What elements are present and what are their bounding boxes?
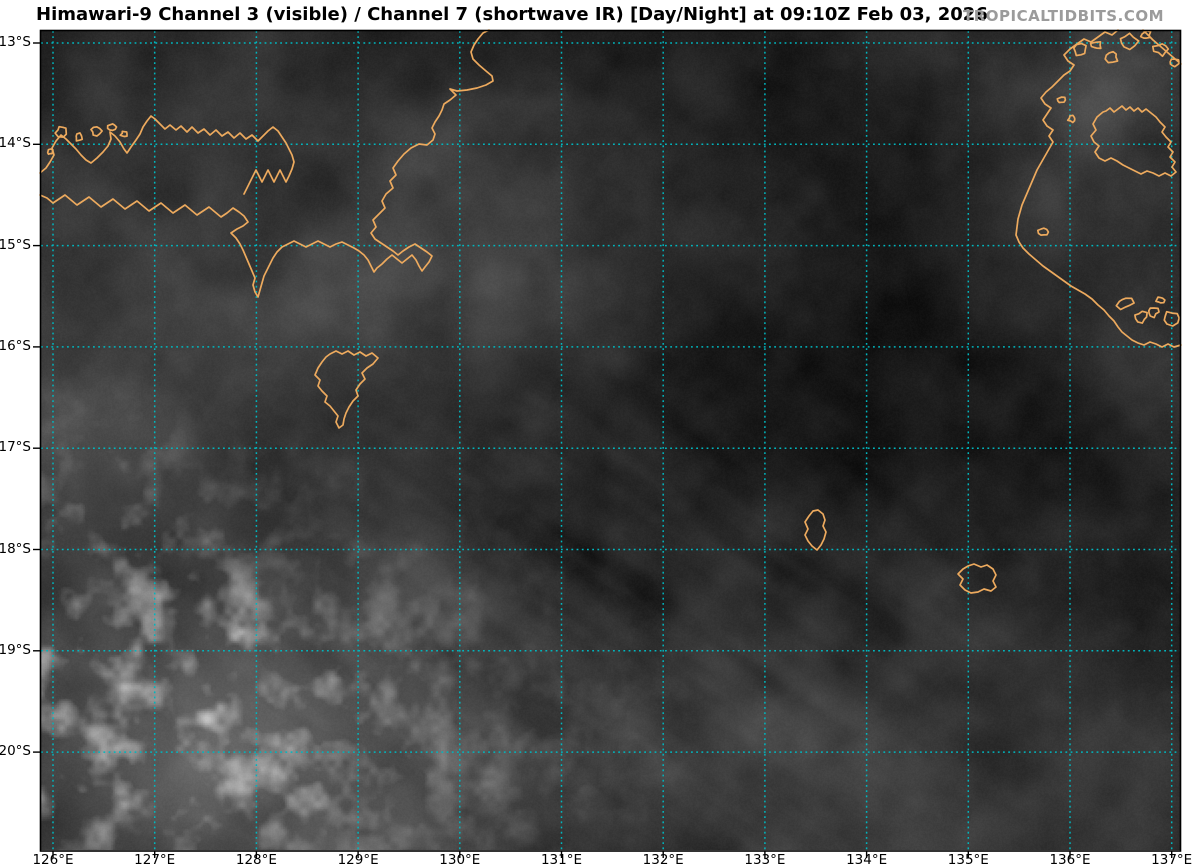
watermark: TROPICALTIDBITS.COM <box>963 7 1164 25</box>
lon-label: 128°E <box>235 852 277 867</box>
island-outline <box>90 126 103 137</box>
island-outline <box>1119 32 1140 51</box>
lat-label: 14°S <box>0 135 31 152</box>
lon-label: 126°E <box>32 852 74 867</box>
map-frame <box>39 29 1182 852</box>
island-outline <box>1089 40 1102 50</box>
island-outline <box>119 130 128 138</box>
lon-label: 132°E <box>642 852 684 867</box>
island-outline <box>1139 29 1152 39</box>
island-outline <box>1134 310 1148 324</box>
island-outline <box>1036 227 1050 236</box>
satellite-imagery-canvas <box>41 31 1180 850</box>
island-outline <box>1072 42 1087 57</box>
figure-title: Himawari-9 Channel 3 (visible) / Channel… <box>36 4 988 25</box>
lon-label: 135°E <box>947 852 989 867</box>
island-outline <box>1169 58 1181 68</box>
lon-label: 136°E <box>1049 852 1091 867</box>
lon-label: 133°E <box>744 852 786 867</box>
island-outline <box>75 132 84 142</box>
lake-argyle <box>314 350 379 429</box>
lake-woods <box>804 509 827 551</box>
lat-label: 17°S <box>0 439 31 456</box>
island-outline <box>1066 114 1076 124</box>
lon-label: 137°E <box>1151 852 1193 867</box>
island-outline <box>1147 307 1160 319</box>
coastline-groote-eylandt <box>1090 105 1177 177</box>
island-outline <box>1155 296 1166 304</box>
coastline-arnhem-gulf-of-carpentaria <box>1015 29 1182 348</box>
island-outline <box>1104 50 1119 64</box>
lon-label: 127°E <box>134 852 176 867</box>
lon-label: 129°E <box>337 852 379 867</box>
lon-label: 131°E <box>540 852 583 867</box>
lake-sylvester <box>957 563 997 594</box>
island-outline <box>1115 297 1135 311</box>
lat-label: 15°S <box>0 236 31 253</box>
lat-label: 16°S <box>0 337 31 354</box>
lat-label: 13°S <box>0 34 31 50</box>
lon-label: 134°E <box>846 852 888 867</box>
island-outline <box>46 148 54 156</box>
island-outline <box>54 125 68 139</box>
lon-label: 130°E <box>439 852 481 867</box>
lat-label: 20°S <box>0 743 31 760</box>
coastline-nt-west-joseph-bonaparte-kimberley <box>39 29 494 298</box>
lat-label: 18°S <box>0 540 31 557</box>
island-outline <box>1056 96 1067 104</box>
lat-label: 19°S <box>0 641 31 658</box>
island-outline <box>1163 310 1181 327</box>
coastline-kimberley-north <box>39 115 295 195</box>
island-outline <box>1151 43 1170 58</box>
island-outline <box>106 123 118 132</box>
coastline-wessel-chain <box>1142 29 1182 65</box>
